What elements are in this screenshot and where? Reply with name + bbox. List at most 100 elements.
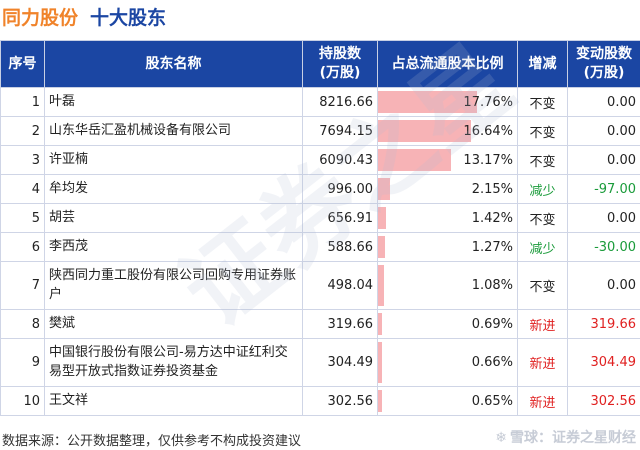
row-shareholder-name: 樊斌 [44, 309, 303, 339]
pct-value: 0.65% [471, 393, 513, 409]
row-pct: 0.66% [377, 338, 518, 387]
row-rank: 1 [0, 87, 45, 117]
row-shareholder-name: 陕西同力重工股份有限公司回购专用证券账户 [44, 261, 303, 310]
row-pct: 16.64% [377, 116, 518, 146]
row-rank: 5 [0, 203, 45, 233]
pct-value: 1.42% [471, 210, 513, 226]
row-shareholder-name: 中国银行股份有限公司-易方达中证红利交易型开放式指数证券投资基金 [44, 338, 303, 387]
pct-value: 16.64% [463, 123, 513, 139]
row-change-amount: 0.00 [567, 145, 640, 175]
row-rank: 7 [0, 261, 45, 310]
header-shares: 持股数 (万股) [302, 40, 378, 88]
table-row: 1 叶磊 8216.66 17.76% 不变 0.00 [0, 87, 640, 117]
row-pct: 1.42% [377, 203, 518, 233]
row-change-amount: -30.00 [567, 232, 640, 262]
row-change-status: 不变 [517, 145, 568, 175]
row-pct: 1.08% [377, 261, 518, 310]
row-shareholder-name: 叶磊 [44, 87, 303, 117]
row-change-status: 新进 [517, 309, 568, 339]
pct-value: 2.15% [471, 181, 513, 197]
row-rank: 9 [0, 338, 45, 387]
row-rank: 2 [0, 116, 45, 146]
row-pct: 17.76% [377, 87, 518, 117]
table-row: 10 王文祥 302.56 0.65% 新进 302.56 [0, 386, 640, 416]
pct-bar [378, 149, 452, 171]
row-shares: 996.00 [302, 174, 378, 204]
data-source-note: 数据来源：公开数据整理，仅供参考不构成投资建议 [2, 434, 302, 449]
row-change-status: 新进 [517, 386, 568, 416]
table-row: 2 山东华岳汇盈机械设备有限公司 7694.15 16.64% 不变 0.00 [0, 116, 640, 146]
company-name: 同力股份 [2, 7, 79, 29]
row-change-status: 不变 [517, 261, 568, 310]
row-shares: 588.66 [302, 232, 378, 262]
row-change-amount: 319.66 [567, 309, 640, 339]
brand-text: 雪球：证券之星财经 [510, 430, 636, 446]
row-pct: 2.15% [377, 174, 518, 204]
row-shares: 319.66 [302, 309, 378, 339]
row-change-amount: 0.00 [567, 203, 640, 233]
row-shareholder-name: 李西茂 [44, 232, 303, 262]
shareholders-table: 序号 股东名称 持股数 (万股) 占总流通股本比例 增减 变动股数 (万股) 1 叶磊… [0, 40, 640, 416]
row-change-status: 减少 [517, 174, 568, 204]
table-header-row: 序号 股东名称 持股数 (万股) 占总流通股本比例 增减 变动股数 (万股) [0, 40, 640, 88]
pct-bar [378, 120, 471, 142]
row-shares: 7694.15 [302, 116, 378, 146]
row-rank: 8 [0, 309, 45, 339]
row-shares: 8216.66 [302, 87, 378, 117]
pct-bar [378, 207, 386, 229]
table-row: 6 李西茂 588.66 1.27% 减少 -30.00 [0, 232, 640, 262]
header-name: 股东名称 [44, 40, 303, 88]
pct-bar [378, 313, 382, 335]
row-change-status: 新进 [517, 338, 568, 387]
header-pct: 占总流通股本比例 [377, 40, 518, 88]
row-pct: 0.69% [377, 309, 518, 339]
row-rank: 6 [0, 232, 45, 262]
row-pct: 0.65% [377, 386, 518, 416]
page-title: 同力股份 十大股东 [2, 3, 166, 31]
table-row: 3 许亚楠 6090.43 13.17% 不变 0.00 [0, 145, 640, 175]
pct-bar [378, 265, 384, 306]
row-change-amount: 304.49 [567, 338, 640, 387]
row-change-amount: 0.00 [567, 261, 640, 310]
row-change-status: 不变 [517, 203, 568, 233]
row-rank: 10 [0, 386, 45, 416]
brand-mark: ❄ 雪球：证券之星财经 [495, 427, 636, 447]
header-change: 增减 [517, 40, 568, 88]
row-shares: 302.56 [302, 386, 378, 416]
pct-value: 1.08% [471, 278, 513, 293]
pct-bar [378, 342, 382, 383]
pct-value: 1.27% [471, 239, 513, 255]
table-row: 4 牟均发 996.00 2.15% 减少 -97.00 [0, 174, 640, 204]
pct-value: 13.17% [463, 152, 513, 168]
pct-bar [378, 236, 386, 258]
row-shareholder-name: 胡芸 [44, 203, 303, 233]
row-shareholder-name: 山东华岳汇盈机械设备有限公司 [44, 116, 303, 146]
table-row: 7 陕西同力重工股份有限公司回购专用证券账户 498.04 1.08% 不变 0.00 [0, 261, 640, 310]
row-shareholder-name: 许亚楠 [44, 145, 303, 175]
header-rank: 序号 [0, 40, 45, 88]
snowball-icon: ❄ [495, 430, 507, 446]
row-change-amount: -97.00 [567, 174, 640, 204]
row-rank: 3 [0, 145, 45, 175]
row-change-status: 不变 [517, 116, 568, 146]
row-shares: 304.49 [302, 338, 378, 387]
row-change-amount: 0.00 [567, 116, 640, 146]
pct-bar [378, 178, 390, 200]
row-pct: 13.17% [377, 145, 518, 175]
table-row: 9 中国银行股份有限公司-易方达中证红利交易型开放式指数证券投资基金 304.49 0… [0, 338, 640, 387]
table-row: 8 樊斌 319.66 0.69% 新进 319.66 [0, 309, 640, 339]
pct-value: 0.69% [471, 316, 513, 332]
row-rank: 4 [0, 174, 45, 204]
row-pct: 1.27% [377, 232, 518, 262]
row-shares: 498.04 [302, 261, 378, 310]
row-shares: 6090.43 [302, 145, 378, 175]
pct-bar [378, 390, 382, 412]
pct-bar [378, 91, 477, 113]
row-change-status: 不变 [517, 87, 568, 117]
header-change-amount: 变动股数 (万股) [567, 40, 640, 88]
pct-value: 0.66% [471, 355, 513, 370]
title-subject: 十大股东 [90, 7, 167, 29]
row-shareholder-name: 牟均发 [44, 174, 303, 204]
table-body: 1 叶磊 8216.66 17.76% 不变 0.00 2 山东华岳汇盈机械设备有限公司 769… [0, 87, 640, 416]
row-shareholder-name: 王文祥 [44, 386, 303, 416]
